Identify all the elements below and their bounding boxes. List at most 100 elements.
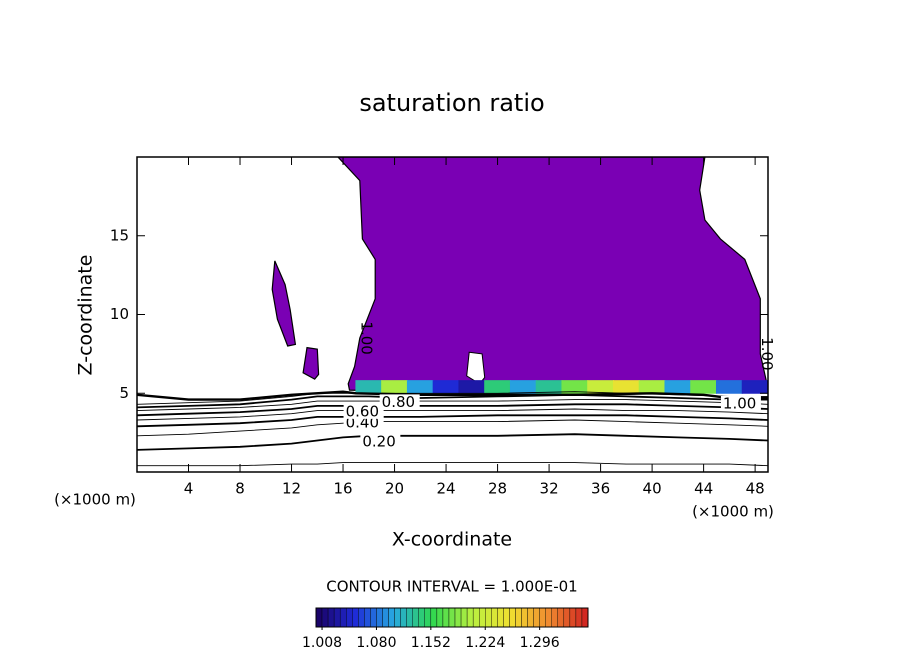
colorbar-tick-label: 1.008: [302, 635, 342, 651]
x-unit: (×1000 m): [692, 503, 774, 521]
x-axis-label: X-coordinate: [392, 529, 512, 551]
colorbar-cell: [533, 607, 540, 628]
colorbar-cell: [315, 607, 323, 628]
x-tick-label: 32: [540, 480, 559, 498]
contour-label: 0.20: [362, 432, 395, 450]
band-cell: [741, 380, 768, 394]
colorbar-cell: [527, 607, 534, 628]
y-tick-label: 15: [110, 226, 129, 244]
contour-line: [137, 462, 768, 467]
colorbar-cell: [491, 607, 498, 628]
x-tick-label: 28: [488, 480, 507, 498]
colorbar-cell: [569, 607, 577, 628]
x-tick-label: 36: [591, 480, 610, 498]
band-cell: [587, 380, 614, 394]
band-cell: [690, 380, 717, 394]
x-tick-label: 44: [694, 480, 713, 498]
band-cell: [355, 380, 383, 394]
colorbar-cell: [497, 607, 504, 628]
colorbar-cell: [424, 607, 432, 628]
colorbar-cell: [382, 607, 389, 628]
colorbar-cell: [448, 607, 456, 628]
colorbar-cell: [557, 607, 565, 628]
colorbar-cell: [406, 607, 413, 628]
x-tick-label: 24: [437, 480, 456, 498]
contour-label-bg: [360, 433, 401, 449]
x-tick-label: 40: [643, 480, 662, 498]
colorbar-cell: [321, 607, 329, 628]
plot-area: [137, 157, 768, 467]
colorbar-cell: [454, 607, 462, 628]
contour-line: [137, 408, 768, 421]
colorbar-cell: [466, 607, 474, 628]
band-cell: [612, 380, 640, 394]
colorbar-frame: [315, 607, 589, 628]
colorbar-cell: [460, 607, 468, 628]
contour-line: [137, 403, 768, 417]
band-cell: [638, 380, 666, 394]
contour-label: 0.60: [346, 402, 379, 420]
x-tick-label: 20: [385, 480, 404, 498]
band-cell: [381, 380, 408, 394]
colorbar-cell: [551, 607, 558, 628]
contour-label-bg: [379, 394, 420, 410]
colorbar-cell: [358, 607, 365, 628]
colorbar-cell: [472, 607, 480, 628]
band-cell: [509, 380, 537, 394]
colorbar-tick-label: 1.296: [520, 635, 560, 651]
contour-label: 1.00: [723, 394, 756, 412]
band-cell: [715, 380, 743, 394]
colorbar-cell: [400, 607, 407, 628]
band-cell: [535, 380, 563, 394]
supersaturated-region: [271, 260, 297, 347]
band-cell: [458, 380, 486, 394]
colorbar-cell: [515, 607, 522, 628]
colorbar-cell: [479, 607, 486, 628]
colorbar-cell: [418, 607, 425, 628]
colorbar-cell: [333, 607, 341, 628]
supersaturated-region: [337, 157, 768, 394]
region-label: 1.00: [758, 337, 776, 370]
contour-line: [137, 433, 768, 451]
colorbar-cell: [442, 607, 450, 628]
band-cell: [406, 380, 434, 394]
colorbar-cell: [436, 607, 444, 628]
colorbar-cell: [430, 607, 438, 628]
colorbar-cell: [394, 607, 401, 628]
x-tick-label: 8: [235, 480, 245, 498]
colorbar-cell: [352, 607, 359, 628]
colorbar-cell: [388, 607, 395, 628]
x-tick-label: 12: [282, 480, 301, 498]
colorbar-cell: [485, 607, 492, 628]
colorbar-cell: [327, 607, 335, 628]
colorbar-tick-label: 1.224: [465, 635, 505, 651]
colorbar-tick-label: 1.080: [356, 635, 396, 651]
contour-line: [137, 390, 768, 401]
y-axis-label: Z-coordinate: [75, 255, 97, 376]
y-tick-label: 10: [110, 305, 129, 323]
colorbar-cell: [521, 607, 528, 628]
colorbar-cell: [346, 607, 353, 628]
colorbar-cell: [364, 607, 371, 628]
colorbar-cell: [370, 607, 377, 628]
colorbar-cell: [412, 607, 419, 628]
chart-title: saturation ratio: [359, 89, 544, 117]
colorbar-cell: [503, 607, 510, 628]
contour-interval: CONTOUR INTERVAL = 1.000E-01: [326, 578, 577, 596]
band-cell: [432, 380, 460, 394]
band-cell: [664, 380, 692, 394]
contour-line: [137, 419, 768, 437]
colorbar-cell: [575, 607, 583, 628]
colorbar-cell: [563, 607, 571, 628]
x-tick-label: 4: [184, 480, 194, 498]
y-tick-label: 5: [119, 384, 129, 402]
colorbar-cell: [376, 607, 383, 628]
colorbar-cell: [545, 607, 552, 628]
contour-label: 0.80: [382, 393, 415, 411]
colorbar-cell: [339, 607, 347, 628]
contour-label-bg: [720, 395, 761, 411]
x-tick-label: 16: [333, 480, 352, 498]
colorbar-cell: [581, 607, 589, 628]
